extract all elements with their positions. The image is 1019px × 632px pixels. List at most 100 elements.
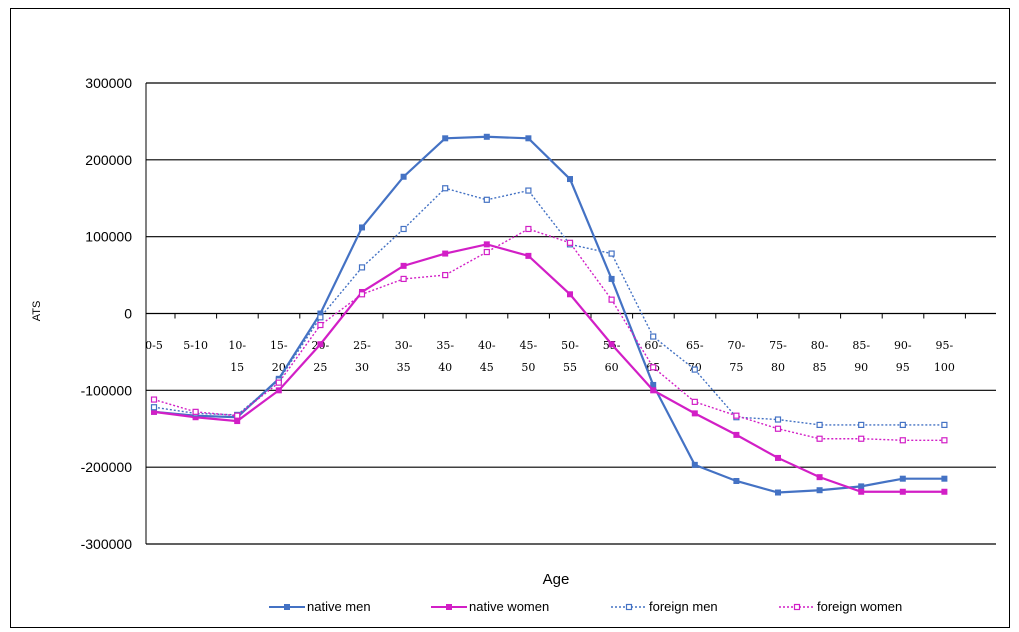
legend-label: native men bbox=[307, 599, 371, 614]
y-tick-label: 0 bbox=[124, 306, 132, 322]
x-tick-label: 40- bbox=[478, 339, 496, 352]
native-women-point bbox=[691, 410, 698, 417]
foreign-men-point bbox=[483, 196, 490, 203]
line-chart: 300000 200000 100000 0 -100000 -200000 -300000… bbox=[31, 75, 996, 614]
x-tick-label: 85- bbox=[852, 339, 870, 352]
foreign-men-point bbox=[358, 264, 366, 271]
foreign-men-point bbox=[774, 416, 782, 423]
foreign-men-point bbox=[608, 250, 615, 257]
foreign-women-point bbox=[691, 398, 698, 405]
native-men-point bbox=[567, 176, 573, 183]
y-tick-label: -200000 bbox=[81, 459, 133, 475]
native-women-point bbox=[275, 387, 282, 394]
native-men-point bbox=[816, 487, 823, 494]
y-tick-label: 300000 bbox=[85, 75, 132, 91]
x-tick-label: 80- bbox=[811, 339, 829, 352]
foreign-men-line bbox=[153, 187, 945, 426]
native-women-point bbox=[317, 341, 324, 348]
foreign-women-point bbox=[899, 437, 906, 444]
x-tick-label: 25 bbox=[313, 361, 327, 374]
x-tick-label: 60 bbox=[605, 361, 619, 374]
foreign-men-point bbox=[899, 421, 906, 429]
gridlines bbox=[145, 82, 996, 545]
foreign-women-point bbox=[150, 396, 158, 403]
y-tick-label: 100000 bbox=[85, 229, 132, 245]
native-men-point bbox=[941, 475, 948, 482]
native-women-point bbox=[650, 387, 657, 394]
foreign-women-point bbox=[234, 412, 241, 419]
native-men-point bbox=[858, 483, 865, 490]
x-tick-label: 15- bbox=[270, 339, 288, 352]
native-men-point bbox=[400, 173, 407, 180]
foreign-women-point bbox=[525, 225, 532, 233]
native-men-point bbox=[650, 381, 657, 388]
x-tick-label: 90- bbox=[894, 339, 912, 352]
foreign-men-series bbox=[150, 185, 948, 429]
x-tick-label: 85 bbox=[813, 361, 827, 374]
native-women-point bbox=[733, 431, 740, 438]
legend-label: foreign women bbox=[817, 599, 902, 614]
x-tick-label: 50 bbox=[521, 361, 535, 374]
native-men-point bbox=[608, 275, 615, 282]
native-men-point bbox=[899, 475, 906, 482]
x-tick-label: 30 bbox=[355, 361, 369, 374]
foreign-women-point bbox=[774, 425, 782, 432]
y-axis-ticks: 300000 200000 100000 0 -100000 -200000 -300000 bbox=[81, 75, 133, 552]
x-tick-label: 40 bbox=[438, 361, 452, 374]
x-tick-label: 45- bbox=[520, 339, 538, 352]
foreign-men-point bbox=[691, 366, 698, 373]
x-tick-label: 65- bbox=[686, 339, 704, 352]
x-tick-label: 30- bbox=[395, 339, 413, 352]
x-tick-label: 25- bbox=[353, 339, 371, 352]
foreign-women-point bbox=[317, 321, 324, 329]
legend-label: foreign men bbox=[649, 599, 718, 614]
foreign-women-point bbox=[400, 275, 407, 283]
native-women-point bbox=[608, 341, 615, 348]
native-women-point bbox=[941, 488, 948, 495]
y-tick-label: 200000 bbox=[85, 152, 132, 168]
foreign-men-point bbox=[400, 225, 407, 233]
legend-label: native women bbox=[469, 599, 549, 614]
native-men-point bbox=[691, 461, 698, 468]
native-men-point bbox=[775, 489, 781, 496]
foreign-men-point bbox=[650, 333, 657, 340]
x-axis-title: Age bbox=[543, 571, 570, 588]
x-tick-label: 60- bbox=[644, 339, 662, 352]
chart-frame: 300000 200000 100000 0 -100000 -200000 -300000… bbox=[10, 8, 1010, 628]
native-women-point bbox=[775, 454, 781, 461]
legend-native-men-point bbox=[284, 604, 290, 610]
x-tick-label: 55 bbox=[563, 361, 577, 374]
legend-item-foreign-men: foreign men bbox=[611, 599, 718, 614]
x-tick-label: 20 bbox=[272, 361, 286, 374]
x-tick-label: 95- bbox=[936, 339, 954, 352]
x-axis-ticks: 0-55-1010-1515-2020-2525-3030-3535-4040-… bbox=[145, 313, 966, 374]
native-women-series bbox=[151, 241, 948, 495]
native-women-point bbox=[816, 474, 823, 481]
native-men-line bbox=[153, 135, 945, 494]
native-men-point bbox=[483, 133, 490, 140]
foreign-women-point bbox=[941, 437, 948, 444]
legend-native-women-point bbox=[446, 604, 452, 610]
x-tick-label: 95 bbox=[896, 361, 910, 374]
x-tick-label: 100 bbox=[934, 361, 955, 374]
native-men-point bbox=[442, 135, 449, 142]
x-tick-label: 35 bbox=[397, 361, 411, 374]
x-tick-label: 10- bbox=[228, 339, 246, 352]
native-women-point bbox=[567, 291, 573, 298]
legend-item-foreign-women: foreign women bbox=[779, 599, 902, 614]
foreign-women-series bbox=[150, 225, 948, 444]
foreign-women-point bbox=[733, 412, 740, 419]
x-tick-label: 5-10 bbox=[183, 339, 208, 352]
foreign-women-point bbox=[816, 435, 823, 442]
foreign-men-point bbox=[442, 185, 449, 192]
foreign-women-point bbox=[608, 296, 615, 303]
x-tick-label: 0-5 bbox=[145, 339, 163, 352]
x-tick-label: 45 bbox=[480, 361, 494, 374]
native-women-point bbox=[483, 241, 490, 248]
foreign-women-point bbox=[650, 364, 657, 371]
x-tick-label: 35- bbox=[436, 339, 454, 352]
native-women-point bbox=[442, 250, 449, 257]
x-tick-label: 15 bbox=[230, 361, 244, 374]
foreign-men-point bbox=[525, 187, 532, 194]
native-men-point bbox=[525, 135, 532, 142]
